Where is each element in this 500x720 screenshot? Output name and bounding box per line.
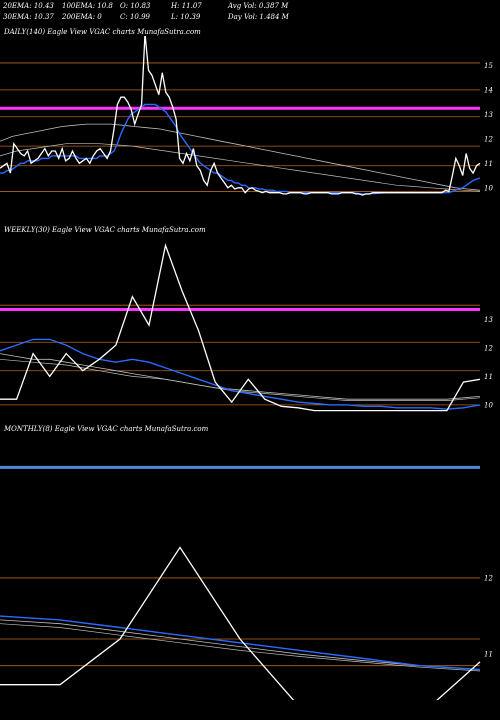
header-day-vol: Day Vol: 1.484 M [228, 13, 289, 21]
daily-tick-label-0: 10 [484, 184, 493, 192]
daily-chart: 10 11 12 13 14 15 [0, 36, 493, 196]
daily-ema-fast-line [0, 103, 481, 195]
daily-tick-label-2: 12 [484, 135, 493, 143]
header-close: C: 10.99 [120, 13, 150, 21]
header-high: H: 11.07 [171, 2, 202, 10]
header-avg-vol: Avg Vol: 0.387 M [228, 2, 289, 10]
monthly-ema-slow2-line [0, 623, 481, 672]
weekly-chart-title: WEEKLY(30) Eagle View VGAC charts Munafa… [4, 226, 206, 234]
daily-price-line [0, 36, 481, 196]
daily-tick-label-4: 14 [484, 86, 493, 94]
daily-tick-label-5: 15 [484, 62, 493, 70]
weekly-tick-label-0: 10 [484, 401, 493, 409]
header-20ema: 20EMA: 10.43 [3, 2, 54, 10]
daily-tick-label-1: 11 [484, 160, 493, 168]
weekly-price-line [0, 243, 481, 412]
daily-tick-label-3: 13 [484, 111, 493, 119]
daily-chart-title: DAILY(140) Eagle View VGAC charts Munafa… [4, 28, 201, 36]
weekly-tick-label-1: 11 [484, 373, 493, 381]
monthly-tick-label-1: 12 [484, 574, 493, 582]
monthly-chart-title: MONTHLY(8) Eagle View VGAC charts Munafa… [4, 425, 209, 433]
weekly-tick-label-2: 12 [484, 344, 493, 352]
header-200ema: 200EMA: 0 [62, 13, 102, 21]
daily-ema-slow-line [0, 123, 481, 191]
monthly-ema-slow-line [0, 619, 481, 670]
weekly-ema-slow2-line [0, 358, 481, 401]
header-30ema: 30EMA: 10.37 [3, 13, 54, 21]
weekly-tick-label-3: 13 [484, 316, 493, 324]
monthly-tick-label-0: 11 [484, 651, 493, 659]
daily-ema-slow2-line [0, 143, 481, 192]
header-low: L: 10.39 [171, 13, 201, 21]
header-open: O: 10.83 [120, 2, 151, 10]
monthly-price-line [0, 546, 481, 700]
weekly-chart: 10 11 12 13 [0, 243, 493, 412]
monthly-ema-fast-line [0, 615, 481, 671]
weekly-ema-fast-line [0, 338, 481, 410]
monthly-chart: 11 12 [0, 465, 493, 700]
header-100ema: 100EMA: 10.8 [62, 2, 113, 10]
